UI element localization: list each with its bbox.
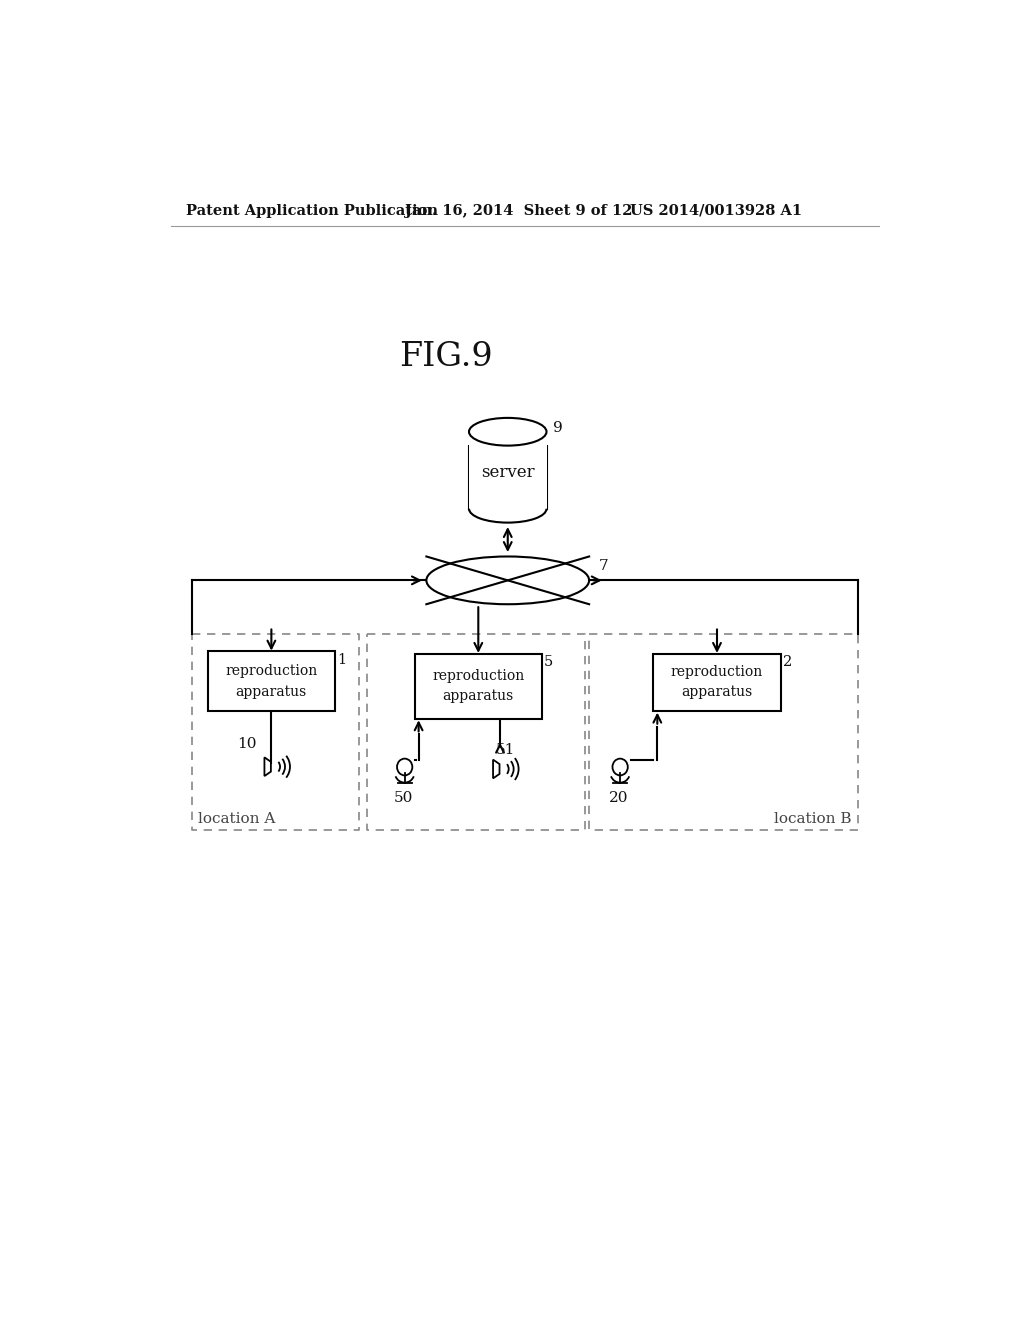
FancyBboxPatch shape [208,651,335,711]
Text: Jan. 16, 2014  Sheet 9 of 12: Jan. 16, 2014 Sheet 9 of 12 [406,203,633,218]
Text: location B: location B [774,812,852,826]
Polygon shape [469,432,547,508]
Text: 5: 5 [544,655,553,669]
Text: server: server [481,465,535,480]
Text: 7: 7 [598,560,608,573]
FancyBboxPatch shape [415,653,542,719]
Text: FIG.9: FIG.9 [399,341,493,374]
Text: 1: 1 [337,653,346,667]
Text: 9: 9 [553,421,562,434]
Text: 10: 10 [237,737,256,751]
Text: reproduction
apparatus: reproduction apparatus [225,664,317,698]
Text: US 2014/0013928 A1: US 2014/0013928 A1 [630,203,803,218]
Ellipse shape [426,557,589,605]
FancyBboxPatch shape [653,653,780,711]
Ellipse shape [397,759,413,775]
Text: reproduction
apparatus: reproduction apparatus [671,665,763,700]
Text: 50: 50 [393,791,413,805]
Polygon shape [264,758,271,776]
Ellipse shape [612,759,628,775]
Text: 20: 20 [609,791,629,805]
Text: reproduction
apparatus: reproduction apparatus [432,668,524,704]
Text: Patent Application Publication: Patent Application Publication [186,203,438,218]
Ellipse shape [469,418,547,446]
Polygon shape [494,759,500,779]
Text: 51: 51 [496,743,515,756]
Text: 2: 2 [783,655,793,669]
Text: location A: location A [198,812,275,826]
